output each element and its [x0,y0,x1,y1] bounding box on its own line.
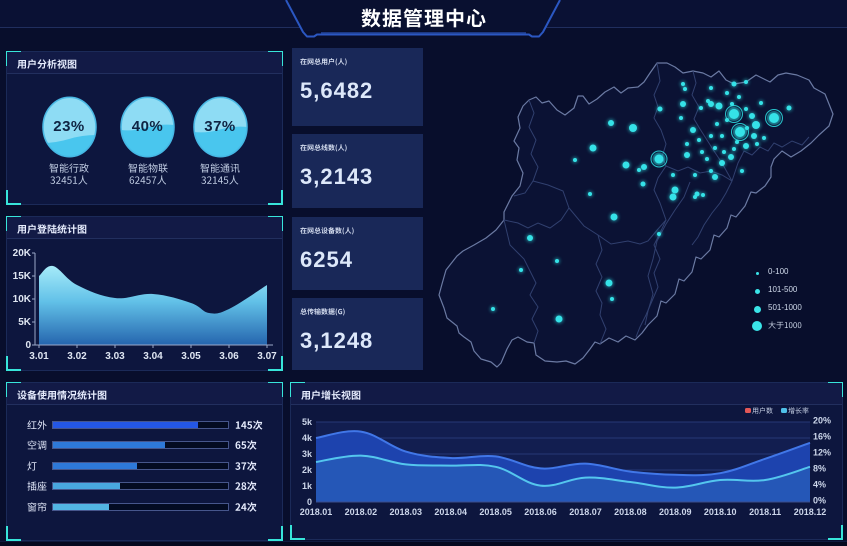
svg-text:3.06: 3.06 [219,351,239,362]
svg-text:4k: 4k [302,433,313,443]
svg-text:8%: 8% [813,464,826,474]
svg-text:3.01: 3.01 [29,351,49,362]
svg-text:2018.04: 2018.04 [434,507,467,517]
svg-text:12%: 12% [813,448,831,458]
svg-text:1k: 1k [302,481,313,491]
svg-text:2018.07: 2018.07 [569,507,602,517]
svg-text:0%: 0% [813,496,826,506]
svg-text:2018.06: 2018.06 [524,507,557,517]
svg-text:4%: 4% [813,480,826,490]
svg-text:10K: 10K [13,294,32,305]
svg-text:2018.03: 2018.03 [390,507,423,517]
svg-text:20K: 20K [13,248,32,259]
svg-text:2018.09: 2018.09 [659,507,692,517]
svg-text:16%: 16% [813,432,831,442]
svg-text:3.05: 3.05 [181,351,201,362]
svg-text:2018.10: 2018.10 [704,507,737,517]
svg-text:5k: 5k [302,417,313,427]
svg-text:2018.11: 2018.11 [749,507,781,517]
svg-text:3.04: 3.04 [143,351,163,362]
svg-text:2k: 2k [302,465,313,475]
svg-text:2018.05: 2018.05 [479,507,512,517]
svg-text:3.03: 3.03 [105,351,125,362]
svg-text:15K: 15K [13,271,32,282]
svg-text:2018.12: 2018.12 [794,507,827,517]
svg-text:0: 0 [25,340,31,351]
svg-text:3.02: 3.02 [67,351,87,362]
svg-text:3.07: 3.07 [257,351,277,362]
svg-text:2018.01: 2018.01 [300,507,333,517]
svg-text:5K: 5K [18,317,32,328]
svg-text:2018.08: 2018.08 [614,507,647,517]
svg-text:20%: 20% [813,416,831,426]
svg-text:0: 0 [307,497,312,507]
svg-text:3k: 3k [302,449,313,459]
svg-text:2018.02: 2018.02 [345,507,378,517]
